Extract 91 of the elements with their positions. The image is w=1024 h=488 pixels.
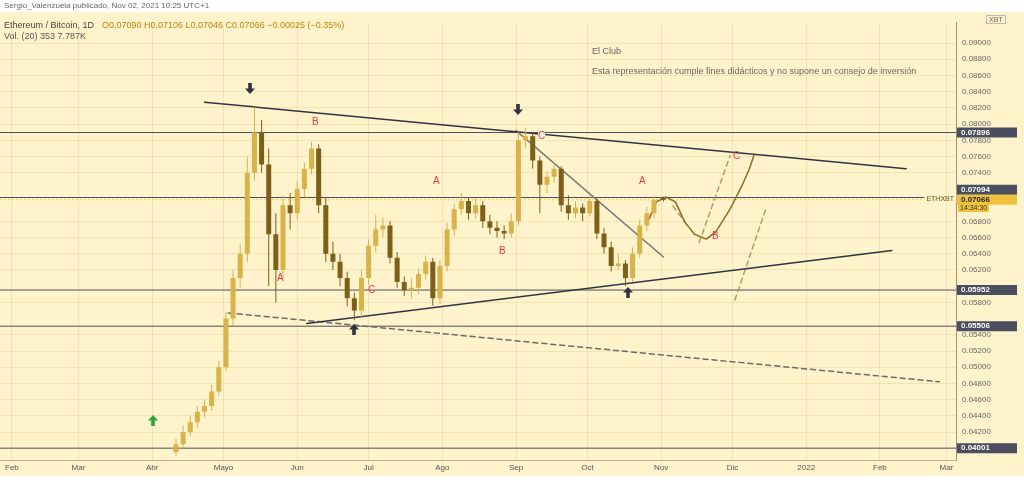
- y-tick-label: 0.04800: [962, 378, 992, 388]
- candlestick: [473, 198, 479, 219]
- candlestick: [544, 170, 550, 194]
- candlestick: [458, 192, 464, 216]
- y-tick-label: 0.08400: [962, 86, 992, 96]
- ref-line-label: 0.07066: [961, 194, 991, 204]
- candlestick: [380, 216, 386, 239]
- x-tick-label: 2022: [797, 463, 816, 473]
- x-tick-label: Dic: [726, 463, 739, 473]
- annotation: El Club: [592, 46, 622, 56]
- annotation: Esta representación cumple fines didácticos y no supone un consejo de inversión: [592, 66, 917, 76]
- ref-line-label: 0.05506: [961, 321, 991, 331]
- annotation: Vol. (20) 353 7.787K: [4, 31, 87, 41]
- annotation: B: [499, 245, 506, 256]
- y-tick-label: 0.05400: [962, 330, 992, 339]
- y-tick-label: 0.06600: [962, 232, 992, 242]
- candlestick: [337, 253, 343, 287]
- candlestick: [180, 425, 186, 449]
- candlestick: [565, 194, 571, 221]
- candlestick: [416, 267, 422, 295]
- y-tick-label: 0.04600: [962, 394, 992, 404]
- x-tick-label: Nov: [654, 463, 669, 473]
- candlestick: [480, 200, 486, 229]
- annotation: A: [277, 272, 284, 283]
- annotation: C: [733, 150, 741, 161]
- y-tick-label: 0.04200: [962, 427, 992, 437]
- candlestick: [373, 214, 379, 253]
- candlestick: [465, 196, 471, 221]
- candlestick: [187, 415, 193, 437]
- annotation: A: [639, 175, 646, 186]
- x-tick-label: Feb: [4, 463, 20, 473]
- y-tick-label: 0.05000: [962, 362, 992, 372]
- y-tick-label: 0.04400: [962, 411, 992, 421]
- candlestick: [330, 241, 336, 271]
- ref-line-label: 0.05952: [961, 285, 991, 295]
- candlestick: [194, 405, 200, 429]
- x-tick-label: Mar: [71, 463, 86, 473]
- candlestick: [508, 212, 514, 239]
- annotation: B: [712, 230, 719, 241]
- x-tick-label: Mayo: [213, 463, 234, 473]
- x-tick-label: Jun: [290, 463, 304, 473]
- x-tick-label: Jul: [363, 463, 374, 473]
- y-tick-label: 0.09000: [962, 38, 992, 48]
- y-tick-label: 0.05800: [962, 297, 992, 307]
- candlestick: [523, 127, 529, 149]
- candlestick: [601, 227, 607, 255]
- ref-line-label: 0.07896: [961, 127, 991, 137]
- ref-line-label: 0.04001: [961, 443, 991, 453]
- y-tick-label: 0.07800: [962, 135, 992, 145]
- annotation: C: [538, 130, 546, 141]
- candlestick: [587, 194, 593, 217]
- candlestick: [622, 259, 628, 287]
- chart-subtitle: O0.07090 H0.07106 L0.07046 C0.07066 −0.00025 (−0.35%): [102, 20, 345, 30]
- candlestick: [423, 254, 429, 281]
- candlestick: [301, 162, 307, 198]
- y-tick-label: 0.06400: [962, 248, 992, 258]
- y-tick-label: 0.07400: [962, 167, 992, 177]
- y-tick-label: 0.08000: [962, 119, 992, 129]
- y-tick-label: 0.08600: [962, 70, 992, 80]
- candlestick: [173, 438, 179, 457]
- candlestick: [494, 220, 500, 239]
- candlestick: [351, 292, 357, 321]
- candlestick: [608, 241, 614, 273]
- candlestick: [309, 141, 315, 175]
- candlestick: [287, 192, 293, 230]
- candlestick: [451, 203, 457, 237]
- candlestick: [651, 194, 657, 219]
- candlestick: [344, 271, 350, 307]
- x-tick-label: Ago: [435, 463, 450, 473]
- annotation: C: [368, 284, 376, 295]
- candlestick: [401, 275, 407, 297]
- candlestick: [487, 214, 493, 235]
- y-tick-label: 0.06800: [962, 216, 992, 226]
- y-tick-label: 0.07600: [962, 151, 992, 161]
- y-tick-label: 0.08200: [962, 103, 992, 113]
- chart-title: Ethereum / Bitcoin, 1D: [4, 20, 95, 30]
- text: Sergio_Valenzuela publicado, Nov 02, 2021 10:25 UTC+1: [4, 1, 210, 10]
- annotation: B: [312, 116, 319, 127]
- candlestick: [209, 384, 215, 412]
- x-tick-label: Abr: [145, 463, 159, 473]
- candlestick: [551, 162, 557, 183]
- candlestick: [644, 206, 650, 232]
- x-tick-label: Feb: [873, 463, 888, 473]
- x-tick-label: Oct: [581, 463, 595, 473]
- x-tick-label: Mar: [939, 463, 954, 473]
- annotation: A: [433, 175, 440, 186]
- y-tick-label: 0.06200: [962, 265, 992, 275]
- y-tick-label: 0.08800: [962, 54, 992, 64]
- x-tick-label: Sep: [508, 463, 524, 473]
- ref-line-label: 0.07094: [961, 184, 991, 194]
- y-tick-label: 0.05200: [962, 346, 992, 356]
